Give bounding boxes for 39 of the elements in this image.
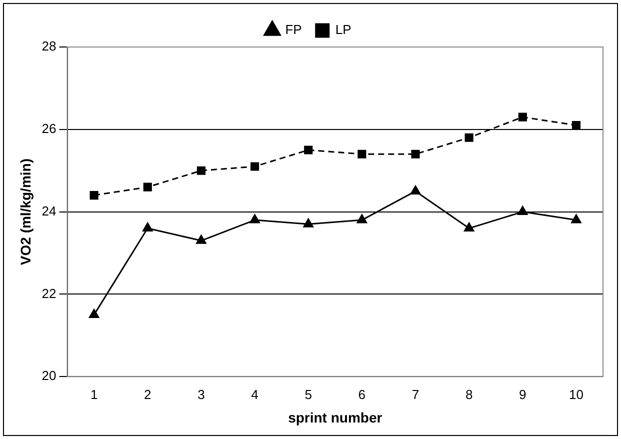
point — [88, 309, 100, 318]
point — [143, 182, 152, 192]
x-tick-label: 10 — [568, 386, 584, 402]
point — [303, 218, 314, 228]
legend-label: LP — [335, 22, 352, 38]
x-tick-label: 2 — [144, 386, 152, 402]
point — [304, 146, 313, 154]
x-tick-label: 7 — [412, 386, 420, 402]
y-tick-label: 24 — [42, 203, 56, 218]
x-tick-label: 3 — [198, 386, 205, 402]
point — [464, 222, 474, 232]
x-tick-label: 4 — [251, 386, 258, 402]
x-tick-label: 6 — [358, 386, 366, 402]
point — [518, 112, 527, 122]
x-axis-title: sprint number — [288, 409, 383, 426]
x-tick-label: 9 — [519, 386, 526, 402]
y-tick-label: 20 — [42, 368, 56, 384]
point — [411, 150, 420, 158]
x-tick-label: 5 — [304, 386, 312, 402]
point — [572, 120, 580, 130]
point — [250, 162, 260, 171]
y-tick-label: 22 — [42, 286, 56, 301]
point — [196, 234, 206, 244]
x-tick-label: 1 — [90, 386, 98, 402]
point — [250, 214, 260, 224]
point — [571, 214, 582, 224]
legend-label: FP — [285, 22, 302, 38]
point — [142, 222, 153, 232]
y-tick-label: 26 — [42, 120, 56, 136]
point — [410, 185, 421, 194]
point — [356, 214, 367, 224]
point — [518, 206, 528, 216]
point — [358, 150, 366, 158]
point — [464, 133, 474, 142]
y-axis-title: VO2 (ml/kg/min) — [17, 158, 34, 266]
point — [196, 166, 206, 175]
y-tick-label: 28 — [42, 38, 56, 54]
x-tick-label: 8 — [465, 386, 473, 402]
point — [90, 191, 98, 200]
